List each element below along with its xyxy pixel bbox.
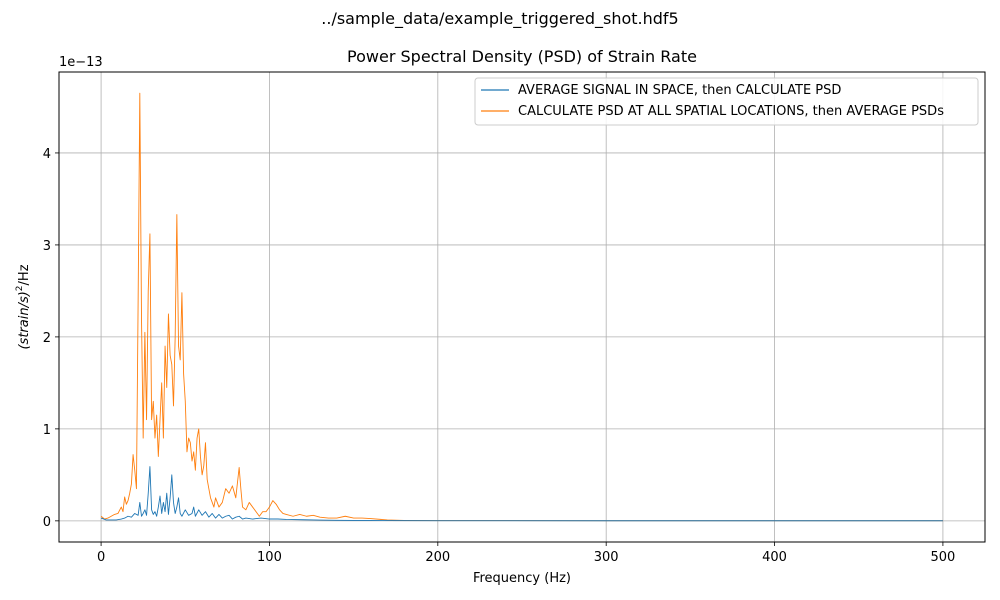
x-tick-label-2: 200 [425, 550, 450, 565]
y-tick-label-1: 1 [43, 423, 51, 438]
x-tick-label-1: 100 [257, 550, 282, 565]
x-tick-label-3: 300 [594, 550, 619, 565]
legend-label-series-1: AVERAGE SIGNAL IN SPACE, then CALCULATE … [518, 83, 841, 98]
x-tick-label-5: 500 [930, 550, 955, 565]
chart-title: Power Spectral Density (PSD) of Strain R… [347, 47, 697, 66]
x-axis-label: Frequency (Hz) [473, 571, 571, 586]
y-tick-label-3: 3 [43, 239, 51, 254]
legend: AVERAGE SIGNAL IN SPACE, then CALCULATE … [474, 77, 979, 126]
series-layer [100, 92, 943, 522]
legend-label-series-2: CALCULATE PSD AT ALL SPATIAL LOCATIONS, … [518, 104, 944, 119]
series-line-2 [100, 92, 943, 522]
tick-layer: 0 100 200 300 400 500 0 1 2 3 4 [43, 147, 956, 565]
x-tick-label-0: 0 [97, 550, 105, 565]
y-tick-label-2: 2 [43, 331, 51, 346]
plot-frame [58, 71, 986, 543]
figure-suptitle: ../sample_data/example_triggered_shot.hd… [321, 9, 679, 28]
y-axis-label: (strain/s)2/Hz [15, 264, 32, 349]
legend-frame [474, 77, 979, 126]
y-tick-label-0: 0 [43, 515, 51, 530]
series-line-1 [100, 466, 943, 522]
y-tick-label-4: 4 [43, 147, 51, 162]
x-tick-label-4: 400 [762, 550, 787, 565]
y-offset-label: 1e−13 [59, 55, 103, 70]
grid-layer [59, 72, 985, 542]
